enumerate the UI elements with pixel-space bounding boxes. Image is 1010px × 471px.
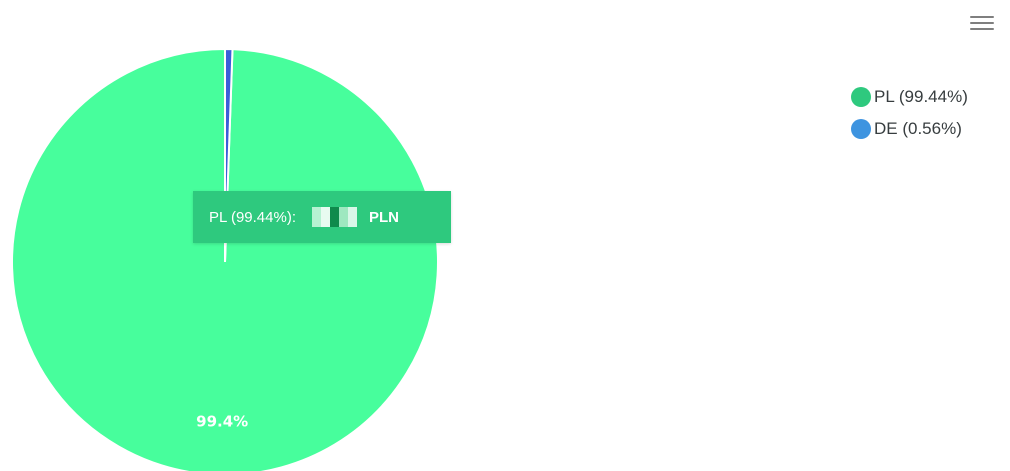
tooltip-currency: PLN (369, 208, 399, 226)
redacted-block (339, 207, 348, 227)
menu-line (970, 16, 994, 18)
legend-item-pl[interactable]: PL (99.44%) (851, 86, 968, 108)
legend-marker-pl (851, 87, 871, 107)
redacted-block (312, 207, 321, 227)
menu-line (970, 22, 994, 24)
tooltip-label: PL (99.44%): (209, 208, 296, 226)
legend-label-pl: PL (99.44%) (874, 87, 968, 106)
hamburger-menu-icon[interactable] (970, 12, 994, 34)
legend-label-de: DE (0.56%) (874, 119, 962, 138)
redacted-block (330, 207, 339, 227)
legend-item-de[interactable]: DE (0.56%) (851, 118, 968, 140)
redacted-block (348, 207, 357, 227)
legend-marker-de (851, 119, 871, 139)
chart-legend: PL (99.44%) DE (0.56%) (851, 86, 968, 150)
redacted-block (321, 207, 330, 227)
data-label-pl: 99.4% (196, 413, 248, 431)
chart-tooltip: PL (99.44%): PLN (193, 191, 451, 243)
pie-slice-pl[interactable] (11, 47, 440, 471)
tooltip-redacted-value (312, 207, 357, 227)
menu-line (970, 28, 994, 30)
